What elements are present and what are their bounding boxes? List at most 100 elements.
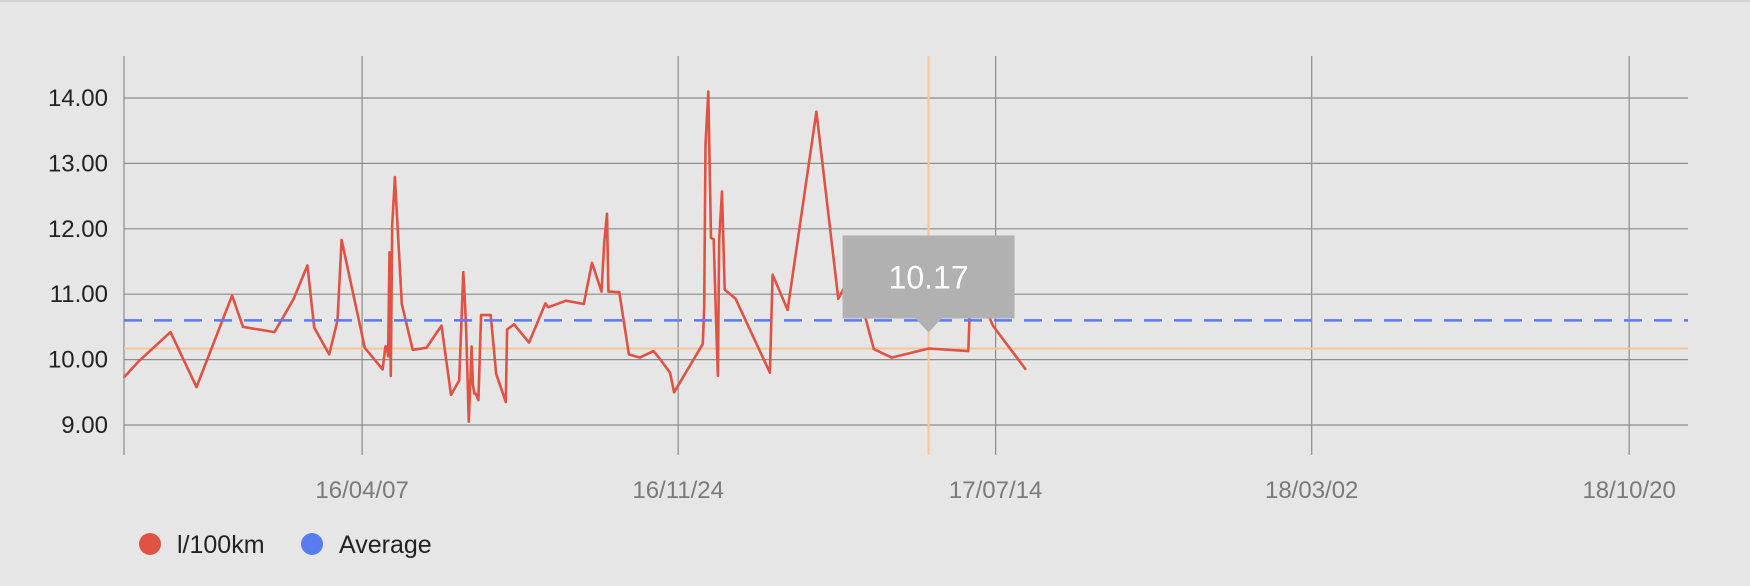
y-tick-label: 12.00 (48, 216, 108, 243)
data-point (673, 391, 675, 394)
data-point (394, 176, 396, 178)
data-point (544, 302, 547, 305)
data-point (440, 324, 443, 327)
data-point (721, 190, 723, 193)
tooltip-value: 10.17 (889, 259, 969, 295)
data-point (715, 333, 718, 336)
legend-swatch (301, 533, 323, 555)
data-point (306, 264, 309, 267)
data-point (718, 238, 721, 241)
data-point (472, 383, 474, 386)
data-point (607, 290, 610, 293)
data-point (707, 90, 710, 93)
data-point (723, 288, 726, 291)
data-point (292, 297, 295, 300)
data-point (480, 314, 482, 316)
data-point (628, 353, 630, 356)
data-point (391, 224, 393, 227)
y-tick-label: 13.00 (48, 150, 108, 177)
data-point (313, 326, 315, 329)
data-point (477, 399, 480, 401)
data-point (411, 348, 414, 351)
data-point (528, 341, 530, 344)
data-point (967, 350, 970, 352)
data-point (506, 328, 508, 331)
data-point (992, 324, 994, 327)
data-point (400, 303, 403, 305)
data-point (138, 360, 140, 362)
data-point (273, 331, 276, 333)
data-point (504, 401, 507, 403)
data-point (381, 368, 384, 371)
data-point (195, 386, 198, 388)
data-point (513, 323, 515, 326)
x-tick-label: 16/04/07 (315, 477, 408, 504)
data-point (474, 392, 477, 395)
data-point (603, 241, 606, 243)
data-point (771, 273, 774, 276)
data-point (710, 237, 712, 239)
x-tick-label: 16/11/24 (632, 477, 724, 504)
data-point (328, 353, 331, 356)
data-point (565, 299, 567, 302)
data-point (769, 371, 771, 374)
legend-label: l/100km (177, 531, 265, 559)
chart-top-edge (0, 0, 1750, 2)
data-point (465, 327, 467, 330)
x-tick-label: 18/10/20 (1582, 477, 1675, 504)
data-point (606, 212, 608, 215)
data-point (837, 297, 840, 300)
data-point (639, 356, 641, 359)
data-point (669, 371, 671, 374)
x-axis: 16/04/07 16/11/24 17/07/14 18/03/02 18/10/20 (315, 477, 1675, 504)
data-point (388, 251, 391, 254)
data-point (385, 345, 388, 348)
data-point (390, 375, 392, 377)
data-point (704, 144, 707, 146)
y-axis: 9.00 10.00 11.00 12.00 13.00 14.00 (48, 85, 108, 439)
x-tick-label: 17/07/14 (949, 477, 1042, 504)
tooltip-box (842, 235, 1015, 319)
legend: l/100km Average (139, 531, 432, 559)
data-point (495, 373, 497, 375)
y-tick-label: 14.00 (48, 85, 108, 112)
data-point (489, 314, 492, 316)
data-point (462, 271, 465, 273)
data-point (242, 326, 244, 328)
data-point (618, 291, 621, 294)
consumption-line (123, 90, 1027, 424)
data-point (468, 420, 470, 423)
data-point (927, 347, 930, 350)
x-tick-label: 18/03/02 (1265, 477, 1358, 504)
data-point (659, 358, 662, 361)
series-layer (123, 90, 1688, 424)
data-point (890, 356, 893, 359)
data-point (703, 306, 705, 309)
tooltip-pointer (915, 318, 942, 333)
data-point (591, 262, 593, 264)
data-point (340, 239, 343, 241)
data-point (734, 297, 737, 300)
data-point (582, 303, 585, 305)
legend-label: Average (339, 531, 432, 559)
data-point (547, 306, 549, 309)
data-point (717, 375, 719, 377)
data-point (1024, 368, 1027, 371)
y-tick-label: 11.00 (50, 281, 108, 308)
data-point (712, 238, 715, 241)
data-point (600, 290, 603, 293)
data-point (702, 343, 704, 345)
data-point (387, 355, 389, 358)
tooltip: 10.17 (842, 235, 1015, 333)
data-point (169, 331, 172, 333)
data-point (873, 348, 875, 350)
data-point (425, 347, 428, 349)
data-point (652, 350, 655, 352)
data-point (463, 296, 466, 299)
data-point (458, 379, 461, 382)
data-point (473, 392, 476, 395)
data-point (450, 394, 452, 396)
data-point (786, 309, 789, 311)
